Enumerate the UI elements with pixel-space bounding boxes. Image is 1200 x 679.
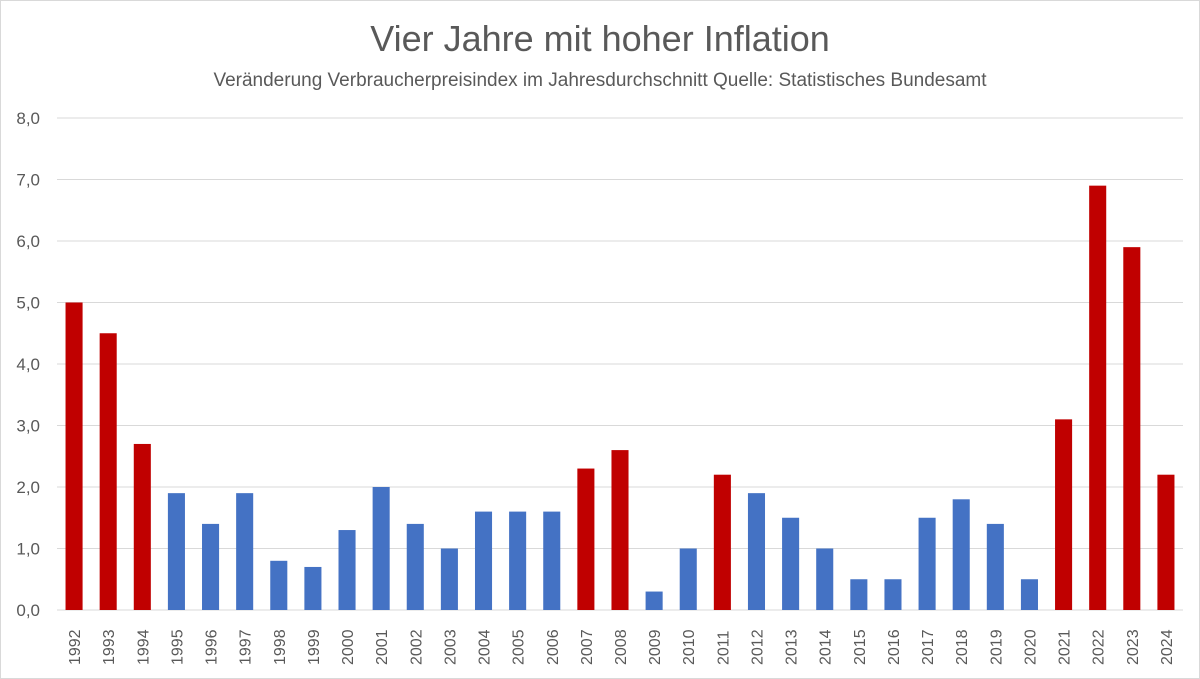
bar <box>304 566 322 610</box>
x-tick-label: 2016 <box>886 629 903 665</box>
bar <box>270 560 288 610</box>
x-tick-label: 1997 <box>238 629 255 665</box>
bar <box>1157 474 1175 610</box>
x-tick-label: 2004 <box>477 629 494 665</box>
bar <box>202 523 220 610</box>
bar <box>850 579 868 610</box>
bar <box>1089 185 1107 610</box>
x-tick-label: 2008 <box>613 629 630 665</box>
bar <box>372 487 390 610</box>
x-tick-label: 2000 <box>340 629 357 665</box>
chart-subtitle: Veränderung Verbraucherpreisindex im Jah… <box>213 70 987 91</box>
bar <box>406 523 424 610</box>
bar <box>577 468 595 610</box>
x-tick-label: 2020 <box>1022 629 1039 665</box>
bar <box>167 493 185 610</box>
bar <box>1020 579 1038 610</box>
x-tick-label: 2024 <box>1159 629 1176 665</box>
bar <box>65 302 83 610</box>
x-tick-label: 2005 <box>511 629 528 665</box>
x-tick-label: 2009 <box>647 629 664 665</box>
x-tick-label: 2001 <box>374 629 391 665</box>
x-tick-label: 1995 <box>169 629 186 665</box>
x-tick-label: 2018 <box>954 629 971 665</box>
x-tick-label: 2021 <box>1057 629 1074 665</box>
y-tick-label: 3,0 <box>16 417 40 436</box>
y-tick-label: 4,0 <box>16 355 40 374</box>
x-tick-label: 1993 <box>101 629 118 665</box>
x-tick-label: 2003 <box>442 629 459 665</box>
x-tick-label: 1999 <box>306 629 323 665</box>
bar <box>236 493 254 610</box>
y-tick-label: 1,0 <box>16 540 40 559</box>
bar <box>952 499 970 610</box>
x-tick-label: 2019 <box>988 629 1005 665</box>
bar <box>782 517 800 610</box>
x-tick-label: 2012 <box>749 629 766 665</box>
x-tick-label: 2006 <box>545 629 562 665</box>
bar <box>611 450 629 610</box>
x-tick-label: 2002 <box>408 629 425 665</box>
bar <box>133 443 151 610</box>
bar <box>747 493 766 610</box>
bar <box>99 333 117 610</box>
y-tick-label: 2,0 <box>16 478 40 497</box>
bar <box>918 517 936 610</box>
x-tick-label: 2014 <box>818 629 835 665</box>
bar <box>986 523 1004 610</box>
y-tick-label: 5,0 <box>16 294 40 313</box>
x-tick-label: 1998 <box>272 629 289 665</box>
x-tick-label: 2023 <box>1125 629 1142 665</box>
x-tick-label: 2011 <box>715 630 732 665</box>
bar <box>338 530 356 610</box>
x-tick-label: 2017 <box>920 629 937 665</box>
bar <box>1055 419 1073 610</box>
x-tick-label: 2007 <box>579 629 596 665</box>
bar <box>440 548 458 610</box>
x-tick-label: 2022 <box>1091 629 1108 665</box>
bar <box>884 579 902 610</box>
bar <box>645 591 663 610</box>
y-tick-label: 7,0 <box>16 171 40 190</box>
chart-title: Vier Jahre mit hoher Inflation <box>370 18 830 59</box>
x-tick-label: 2015 <box>852 629 869 665</box>
x-tick-label: 2010 <box>681 629 698 665</box>
bar <box>474 511 493 610</box>
bar <box>543 511 561 610</box>
x-tick-label: 1996 <box>204 629 221 665</box>
y-tick-label: 6,0 <box>16 232 40 251</box>
bar <box>1123 247 1141 610</box>
y-tick-label: 8,0 <box>16 109 40 128</box>
y-tick-label: 0,0 <box>16 601 40 620</box>
bar <box>713 474 731 610</box>
x-tick-label: 1994 <box>135 629 152 665</box>
bar <box>509 511 527 610</box>
x-tick-label: 1992 <box>67 629 84 665</box>
bar <box>816 548 834 610</box>
bar <box>679 548 697 610</box>
x-tick-label: 2013 <box>784 629 801 665</box>
